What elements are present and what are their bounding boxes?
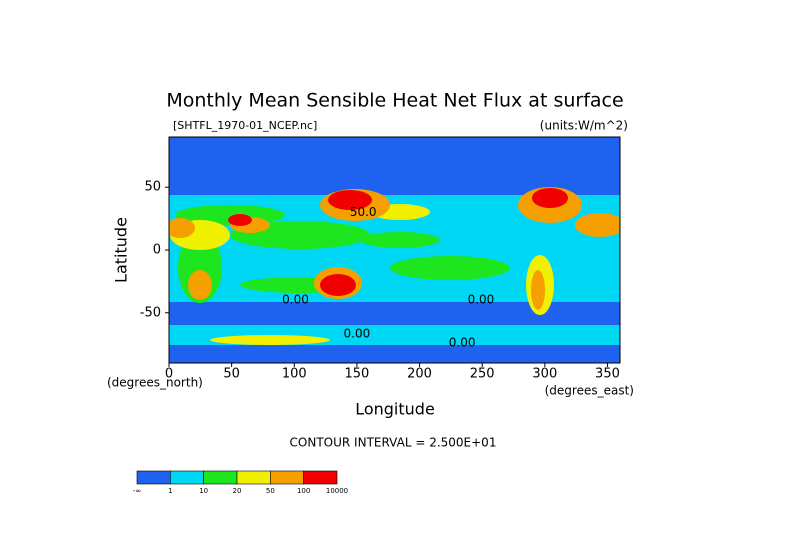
land [169,218,195,238]
land [188,270,212,300]
y-axis-label: Latitude [112,217,131,283]
contour-label: 0.00 [449,335,476,349]
field-blob [228,214,252,226]
colorbar-box [170,470,204,485]
colorbar-box [270,470,304,485]
field-blob [532,188,568,208]
y-tick-label: 0 [153,243,161,258]
colorbar-box [303,470,338,485]
colorbar-box [203,470,238,485]
x-tick-label: 300 [532,367,557,382]
colorbar-label: 100 [297,487,310,495]
field-blob [210,335,330,345]
subtitle: [SHTFL_1970-01_NCEP.nc] [173,119,317,132]
x-tick-label: 100 [282,367,307,382]
colorbar-label: 10000 [326,487,348,495]
title: Monthly Mean Sensible Heat Net Flux at s… [166,90,623,112]
contour-label: 0.00 [468,293,495,307]
colorbar-label: 20 [233,487,242,495]
units: (units:W/m^2) [540,119,628,133]
x-tick-label: 150 [345,367,370,382]
x-tick-label: 0 [165,367,173,382]
contour-label: 0.00 [344,327,371,341]
x-tick-label: 50 [223,367,240,382]
colorbar-box [136,470,171,485]
field-blob [360,232,440,248]
colorbar-label: 1 [168,487,172,495]
field-blob [575,213,620,237]
contour-interval: CONTOUR INTERVAL = 2.500E+01 [290,436,497,450]
contour-label: 50.0 [350,205,377,219]
colorbar-box [236,470,271,485]
colorbar-label: -∞ [133,487,141,495]
land [320,274,356,296]
contour-label: 0.00 [282,293,309,307]
field-blob [390,256,510,280]
field-blob [328,190,372,210]
field-band [169,137,620,187]
colorbar-label: 10 [199,487,208,495]
x-unit: (degrees_east) [545,384,634,398]
field [169,137,620,363]
x-tick-label: 250 [470,367,495,382]
y-tick-label: 50 [144,180,161,195]
x-tick-label: 350 [595,367,620,382]
y-unit: (degrees_north) [107,376,203,390]
y-tick-label: -50 [140,305,161,320]
x-axis-label: Longitude [355,400,435,419]
x-tick-label: 200 [407,367,432,382]
land [531,270,545,310]
colorbar-label: 50 [266,487,275,495]
